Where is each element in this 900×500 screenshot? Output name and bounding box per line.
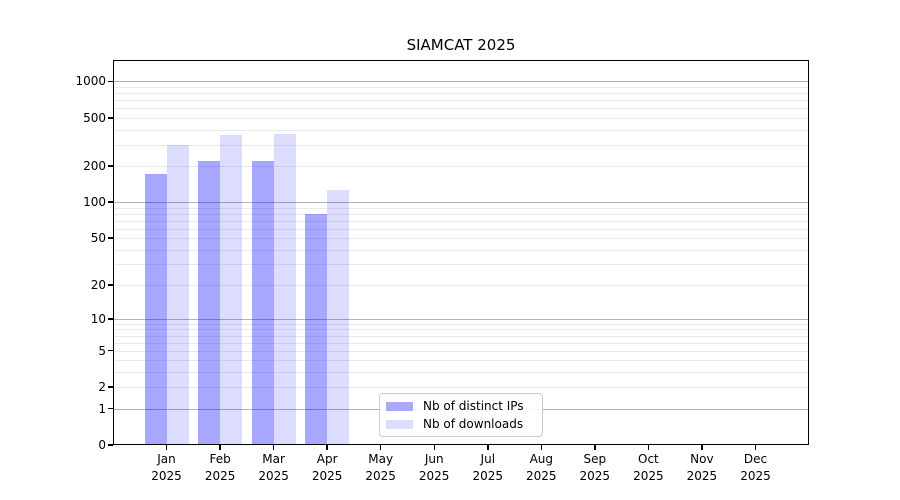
x-tick-label: Oct 2025 xyxy=(633,452,664,483)
y-gridline-minor xyxy=(113,238,809,239)
bar-downloads xyxy=(273,133,296,445)
x-tick-label: Dec 2025 xyxy=(740,452,771,483)
x-tick-mark xyxy=(594,445,596,450)
legend: Nb of distinct IPs Nb of downloads xyxy=(379,393,543,437)
y-gridline-minor xyxy=(113,249,809,251)
y-gridline-minor xyxy=(113,108,809,110)
y-tick-mark xyxy=(108,284,113,286)
y-gridline-minor xyxy=(113,213,809,215)
x-tick-label: Sep 2025 xyxy=(579,452,611,483)
x-tick-label: Apr 2025 xyxy=(311,452,343,483)
legend-item: Nb of distinct IPs xyxy=(386,399,536,413)
y-tick-mark xyxy=(108,318,113,320)
y-tick-mark xyxy=(108,117,113,119)
y-gridline-minor xyxy=(113,228,809,230)
y-gridline-minor xyxy=(113,350,809,352)
bar-downloads xyxy=(166,144,189,445)
y-tick-mark xyxy=(108,349,113,352)
y-tick-label: 5 xyxy=(98,343,106,358)
bar-distinct-ips xyxy=(144,174,167,445)
x-tick-mark xyxy=(701,445,703,450)
y-tick-mark xyxy=(108,444,113,446)
bar-distinct-ips xyxy=(305,213,328,445)
x-tick-label: Aug 2025 xyxy=(526,452,557,483)
y-gridline-minor xyxy=(113,372,809,373)
legend-item: Nb of downloads xyxy=(386,417,536,431)
y-gridline-minor xyxy=(113,323,809,325)
y-gridline-minor xyxy=(113,284,809,286)
x-tick-label: Nov 2025 xyxy=(686,452,718,483)
y-tick-label: 500 xyxy=(83,110,106,125)
x-tick-label: Mar 2025 xyxy=(258,452,289,483)
y-tick-mark xyxy=(108,201,113,203)
y-gridline-minor xyxy=(113,360,809,362)
y-gridline-minor xyxy=(113,220,809,222)
y-gridline-minor xyxy=(113,117,809,119)
y-gridline-minor xyxy=(113,129,809,131)
x-tick-mark xyxy=(433,445,435,450)
legend-label: Nb of downloads xyxy=(423,417,524,431)
legend-label: Nb of distinct IPs xyxy=(423,399,524,413)
legend-swatch-downloads xyxy=(386,419,413,429)
y-gridline-minor xyxy=(113,207,809,209)
x-tick-label: Jul 2025 xyxy=(472,452,504,483)
y-gridline-minor xyxy=(113,144,809,146)
y-gridline-minor xyxy=(113,165,809,167)
y-tick-label: 50 xyxy=(90,231,106,245)
x-tick-label: Jan 2025 xyxy=(151,452,182,483)
x-tick-mark xyxy=(165,445,168,450)
x-tick-mark xyxy=(487,445,489,450)
bar-downloads xyxy=(220,135,243,445)
bar-distinct-ips xyxy=(198,160,221,445)
y-gridline-minor xyxy=(113,86,809,88)
x-tick-mark xyxy=(754,445,757,450)
x-tick-mark xyxy=(272,445,275,450)
x-tick-mark xyxy=(379,445,382,450)
y-tick-label: 0 xyxy=(98,438,106,452)
y-gridline-minor xyxy=(113,342,809,344)
y-tick-label: 2 xyxy=(98,380,106,395)
y-tick-mark xyxy=(108,165,113,167)
x-tick-label: Feb 2025 xyxy=(204,452,236,483)
bar-downloads xyxy=(327,189,350,445)
x-tick-mark xyxy=(540,445,543,450)
y-tick-label: 200 xyxy=(83,158,106,173)
y-tick-label: 20 xyxy=(90,277,106,292)
y-gridline-minor xyxy=(113,387,809,389)
y-gridline-major xyxy=(113,81,809,83)
y-gridline-minor xyxy=(113,335,809,337)
y-tick-mark xyxy=(108,386,113,388)
x-tick-mark xyxy=(219,445,221,450)
legend-swatch-distinct-ips xyxy=(386,401,413,411)
bar-distinct-ips xyxy=(251,160,274,445)
y-gridline-minor xyxy=(113,264,809,266)
y-tick-label: 100 xyxy=(83,195,106,210)
y-gridline-major xyxy=(113,202,809,204)
chart-title: SIAMCAT 2025 xyxy=(406,36,516,54)
y-tick-mark xyxy=(108,80,113,83)
x-tick-label: Jun 2025 xyxy=(418,452,450,483)
y-tick-label: 1 xyxy=(98,401,106,416)
y-gridline-major xyxy=(113,318,809,320)
y-tick-label: 10 xyxy=(90,311,106,326)
y-gridline-minor xyxy=(113,93,809,95)
plot-area: Nb of distinct IPs Nb of downloads xyxy=(113,60,809,445)
y-gridline-minor xyxy=(113,329,809,331)
y-tick-mark xyxy=(108,407,113,410)
y-tick-mark xyxy=(108,237,113,239)
y-gridline-minor xyxy=(113,100,809,102)
x-tick-mark xyxy=(326,445,328,450)
x-tick-label: May 2025 xyxy=(365,452,396,483)
y-tick-label: 1000 xyxy=(75,74,106,89)
x-tick-mark xyxy=(647,445,650,450)
